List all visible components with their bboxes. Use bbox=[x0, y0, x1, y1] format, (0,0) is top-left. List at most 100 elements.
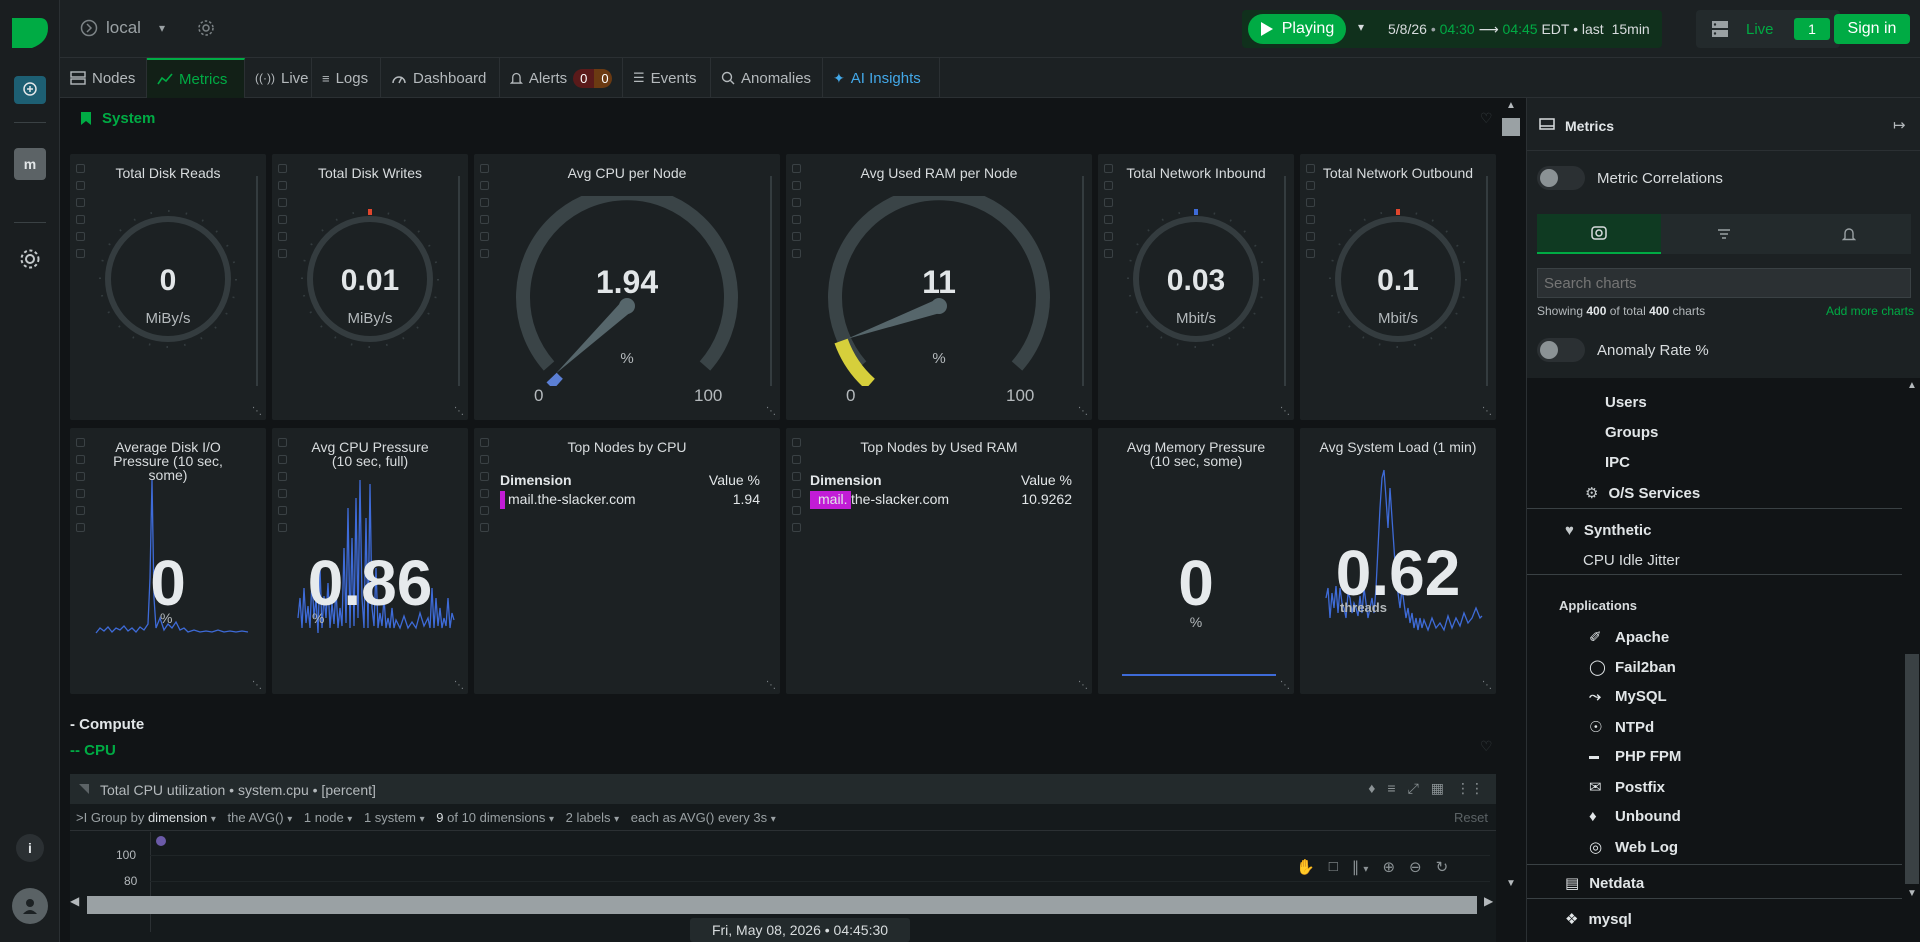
app-postfix[interactable]: ✉ Postfix bbox=[1589, 778, 1666, 797]
playback-dropdown-icon[interactable]: ▾ bbox=[1358, 20, 1365, 34]
card-scrollbar[interactable] bbox=[770, 176, 772, 386]
tree-item-users[interactable]: Users bbox=[1605, 394, 1647, 411]
reset-zoom-icon[interactable]: ↻ bbox=[1435, 859, 1449, 876]
tree-item-groups[interactable]: Groups bbox=[1605, 424, 1659, 441]
tree-item-synthetic[interactable]: ♥ Synthetic bbox=[1565, 522, 1652, 539]
card-toolbar[interactable] bbox=[480, 164, 492, 258]
tree-item-netdata[interactable]: ▤ Netdata bbox=[1565, 874, 1645, 893]
card-scrollbar[interactable] bbox=[1486, 176, 1488, 386]
resize-handle-icon[interactable]: ⋱ bbox=[766, 680, 776, 691]
tree-item-cpu-idle-jitter[interactable]: CPU Idle Jitter bbox=[1583, 552, 1680, 569]
tree-scroll-down-icon[interactable]: ▼ bbox=[1907, 888, 1917, 899]
user-avatar-icon[interactable] bbox=[12, 888, 48, 924]
labels-control[interactable]: 2 labels ▾ bbox=[565, 810, 620, 825]
info-icon[interactable]: i bbox=[16, 834, 44, 862]
resize-handle-icon[interactable]: ⋱ bbox=[1280, 406, 1290, 417]
tab-logs[interactable]: ≡ Logs bbox=[312, 58, 381, 98]
tab-anomalies[interactable]: Anomalies bbox=[711, 58, 823, 98]
nodes-control[interactable]: 1 node ▾ bbox=[303, 810, 353, 825]
chat-icon[interactable] bbox=[14, 76, 46, 104]
card-toolbar[interactable] bbox=[792, 164, 804, 258]
resize-handle-icon[interactable]: ⋱ bbox=[252, 680, 262, 691]
app-web-log[interactable]: ◎ Web Log bbox=[1589, 838, 1679, 857]
zoom-in-icon[interactable]: ⊕ bbox=[1382, 859, 1396, 876]
app-fail2ban[interactable]: ◯ Fail2ban bbox=[1589, 658, 1676, 677]
tab-events[interactable]: ☰ Events bbox=[623, 58, 711, 98]
tree-item-os-services[interactable]: ⚙ O/S Services bbox=[1585, 484, 1701, 503]
table-row[interactable]: mail.the-slacker.com 1.94 bbox=[500, 490, 760, 510]
time-range[interactable]: 5/8/26 • 04:30 ⟶ 04:45 EDT • last 15min bbox=[1388, 21, 1650, 37]
heart-icon[interactable]: ♡ bbox=[1480, 738, 1493, 754]
scroll-up-icon[interactable]: ▲ bbox=[1506, 100, 1516, 111]
resize-handle-icon[interactable]: ⋱ bbox=[1078, 680, 1088, 691]
card-toolbar[interactable] bbox=[480, 438, 492, 532]
resize-handle-icon[interactable]: ⋱ bbox=[454, 406, 464, 417]
drag-handle-icon[interactable]: ⋮⋮ bbox=[1456, 780, 1484, 796]
app-unbound[interactable]: ♦ Unbound bbox=[1589, 808, 1681, 825]
timeline-scrollbar[interactable] bbox=[87, 896, 1477, 914]
add-more-charts-link[interactable]: Add more charts bbox=[1825, 304, 1914, 318]
scroll-left-icon[interactable]: ◀ bbox=[70, 894, 80, 908]
gear-icon[interactable] bbox=[197, 19, 215, 37]
bell-icon[interactable]: ♦ bbox=[1368, 780, 1376, 796]
reset-button[interactable]: Reset bbox=[1454, 810, 1488, 825]
server-icon[interactable] bbox=[1710, 19, 1730, 39]
search-charts-input[interactable] bbox=[1537, 268, 1911, 298]
card-scrollbar[interactable] bbox=[458, 176, 460, 386]
tab-live[interactable]: ((·)) Live bbox=[245, 58, 312, 98]
systems-control[interactable]: 1 system ▾ bbox=[363, 810, 425, 825]
expand-icon[interactable]: ⤢ bbox=[1407, 780, 1419, 796]
resize-handle-icon[interactable]: ⋱ bbox=[1078, 406, 1088, 417]
zoom-out-icon[interactable]: ⊖ bbox=[1409, 859, 1422, 876]
select-area-icon[interactable]: □ bbox=[1328, 858, 1338, 875]
resize-handle-icon[interactable]: ⋱ bbox=[1482, 680, 1492, 691]
resize-handle-icon[interactable]: ⋱ bbox=[1482, 406, 1492, 417]
resize-handle-icon[interactable]: ⋱ bbox=[766, 406, 776, 417]
card-toolbar[interactable] bbox=[1306, 164, 1318, 258]
space-avatar[interactable]: m bbox=[14, 148, 46, 180]
node-selector[interactable]: local ▾ bbox=[80, 16, 215, 40]
scroll-right-icon[interactable]: ▶ bbox=[1484, 894, 1494, 908]
dimensions-control[interactable]: 9 of 10 dimensions ▾ bbox=[436, 810, 555, 825]
card-toolbar[interactable] bbox=[278, 438, 290, 532]
group-by-control[interactable]: Group by dimension ▾ bbox=[90, 810, 216, 825]
main-scroll-thumb[interactable] bbox=[1502, 118, 1520, 136]
heart-icon[interactable]: ♡ bbox=[1480, 110, 1493, 126]
resize-handle-icon[interactable]: ⋱ bbox=[252, 406, 262, 417]
sign-in-button[interactable]: Sign in bbox=[1834, 14, 1910, 44]
app-mysql[interactable]: ⤳ MySQL bbox=[1589, 688, 1667, 705]
collapse-icon[interactable]: >I bbox=[76, 810, 88, 825]
card-toolbar[interactable] bbox=[76, 438, 88, 532]
save-icon[interactable]: ▦ bbox=[1430, 780, 1444, 796]
scroll-down-icon[interactable]: ▼ bbox=[1506, 878, 1516, 889]
panel-tab-filters[interactable] bbox=[1661, 214, 1786, 254]
each-as-control[interactable]: each as AVG() every 3s ▾ bbox=[630, 810, 776, 825]
card-scrollbar[interactable] bbox=[1284, 176, 1286, 386]
app-ntpd[interactable]: ☉ NTPd bbox=[1589, 718, 1655, 737]
highlight-icon[interactable]: ∥ ▾ bbox=[1351, 859, 1369, 876]
tab-metrics[interactable]: Metrics bbox=[147, 58, 245, 98]
tree-item-ipc[interactable]: IPC bbox=[1605, 454, 1631, 471]
panel-tab-alerts[interactable] bbox=[1786, 214, 1911, 254]
alerts-badge[interactable]: 0 0 bbox=[573, 68, 612, 88]
table-row[interactable]: mail. the-slacker.com 10.9262 bbox=[810, 490, 1072, 510]
card-toolbar[interactable] bbox=[76, 164, 88, 258]
metric-correlations-toggle[interactable] bbox=[1537, 166, 1585, 190]
resize-handle-icon[interactable]: ⋱ bbox=[1280, 680, 1290, 691]
tree-scrollbar-thumb[interactable] bbox=[1905, 654, 1919, 884]
resize-handle-icon[interactable]: ⋱ bbox=[454, 680, 464, 691]
card-toolbar[interactable] bbox=[792, 438, 804, 532]
tree-item-mysql[interactable]: ❖ mysql bbox=[1565, 910, 1632, 929]
tab-nodes[interactable]: Nodes bbox=[60, 58, 147, 98]
collapse-panel-icon[interactable]: ↦ bbox=[1893, 117, 1906, 134]
netdata-logo-icon[interactable] bbox=[10, 16, 50, 50]
tab-dashboard[interactable]: Dashboard bbox=[381, 58, 500, 98]
pan-hand-icon[interactable]: ✋ bbox=[1296, 859, 1315, 876]
aggregation-control[interactable]: the AVG() ▾ bbox=[227, 810, 293, 825]
card-toolbar[interactable] bbox=[278, 164, 290, 258]
panel-tab-charts[interactable] bbox=[1537, 214, 1661, 254]
app-apache[interactable]: ✐ Apache bbox=[1589, 628, 1670, 647]
card-scrollbar[interactable] bbox=[256, 176, 258, 386]
card-scrollbar[interactable] bbox=[1082, 176, 1084, 386]
tree-scroll-up-icon[interactable]: ▲ bbox=[1907, 380, 1917, 391]
